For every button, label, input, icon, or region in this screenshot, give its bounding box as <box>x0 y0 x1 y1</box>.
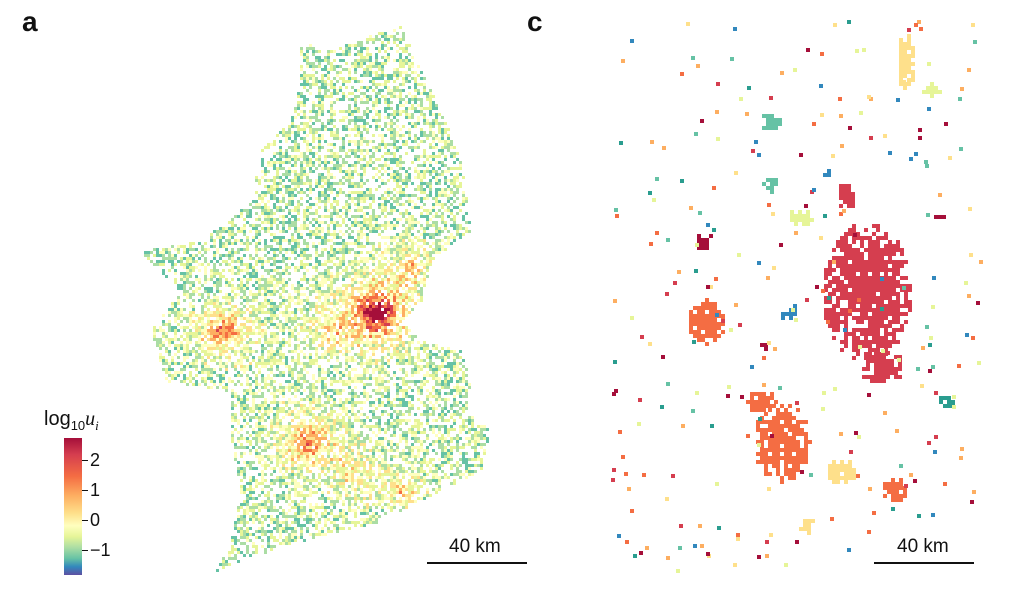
legend-tick-label: 0 <box>90 510 101 530</box>
scale-bar-a <box>427 562 527 564</box>
legend-tick-label: 2 <box>90 450 101 470</box>
legend-tick-minus1 <box>82 550 88 551</box>
scale-label-a: 40 km <box>449 536 501 557</box>
scale-bar-c <box>874 562 974 564</box>
legend-colorbar <box>64 438 82 575</box>
panel-label-a: a <box>22 6 38 37</box>
legend-tick-2 <box>82 460 88 461</box>
legend-tick-label: 1 <box>90 480 101 500</box>
panel-label-c: c <box>527 6 543 37</box>
legend-tick-0 <box>82 520 88 521</box>
scale-label-c: 40 km <box>897 536 949 557</box>
legend-tick-1 <box>82 490 88 491</box>
legend-tick-label: −1 <box>90 540 111 560</box>
legend-title: log10ui <box>44 408 99 433</box>
